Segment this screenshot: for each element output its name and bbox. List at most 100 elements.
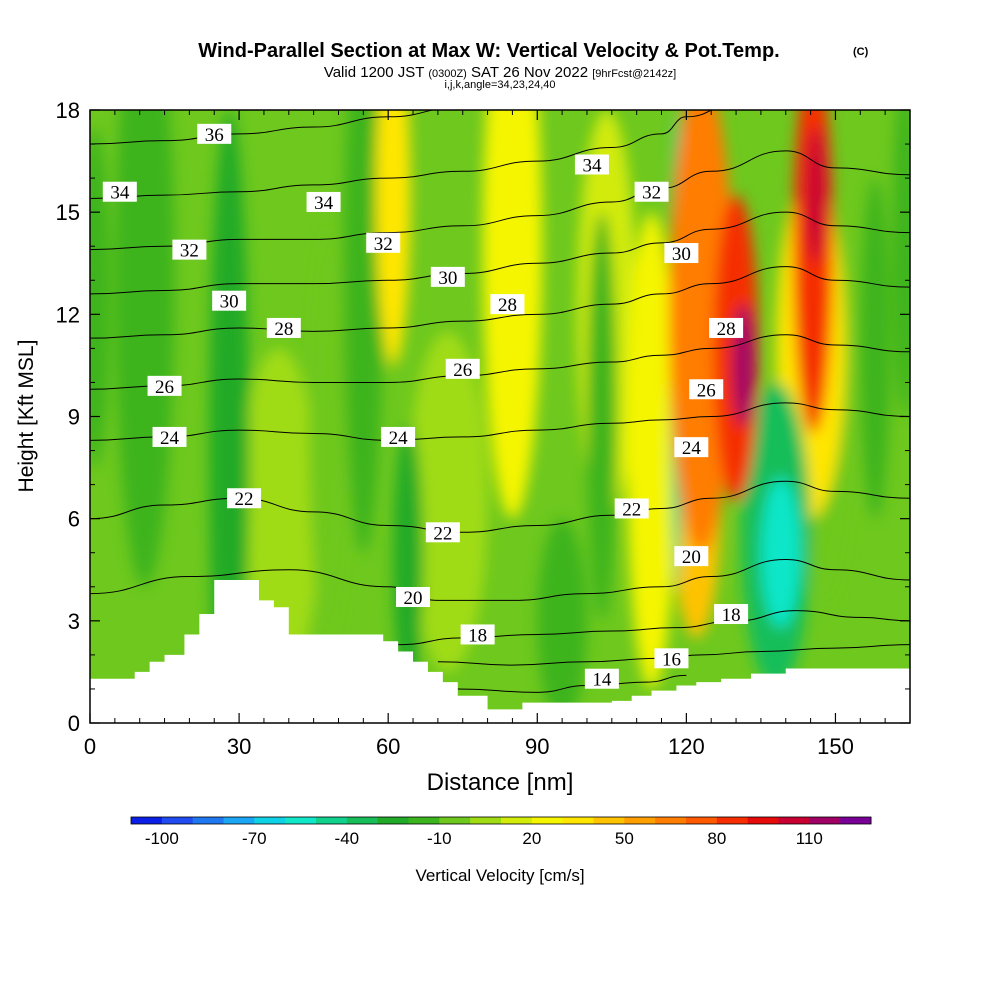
- contour-label-text: 20: [682, 547, 701, 568]
- x-axis-label: Distance [nm]: [427, 769, 574, 796]
- colorbar-swatch: [316, 817, 348, 824]
- isentrope-28: [90, 266, 910, 339]
- contour-label: 32: [634, 181, 669, 204]
- contour-label-text: 30: [220, 292, 239, 313]
- contour-label-text: 24: [160, 428, 180, 449]
- contour-label-box: [172, 239, 207, 260]
- grid-indices: i,j,k,angle=34,23,24,40: [444, 79, 555, 91]
- y-tick-label: 0: [68, 711, 80, 736]
- colorbar-swatch: [809, 817, 841, 824]
- contour-label-text: 22: [433, 523, 452, 544]
- colorbar-swatch: [254, 817, 286, 824]
- contour-label-text: 34: [110, 183, 130, 204]
- contour-label-box: [460, 624, 495, 645]
- contour-label-box: [584, 668, 619, 689]
- contour-label-box: [425, 522, 460, 543]
- velocity-cell: [408, 331, 488, 672]
- forecast-info: [9hrFcst@2142z]: [592, 68, 676, 80]
- colorbar-swatch: [470, 817, 502, 824]
- colorbar-tick-label: -40: [335, 829, 360, 848]
- contour-label-text: 18: [468, 625, 487, 646]
- contour-label-text: 32: [180, 241, 199, 262]
- contour-label: 18: [714, 604, 749, 626]
- colorbar-frame: [130, 816, 872, 825]
- terrain-fill: [90, 579, 910, 723]
- contour-label: 20: [396, 586, 431, 609]
- contour-label-text: 34: [582, 155, 602, 176]
- colorbar-swatch: [346, 817, 379, 824]
- contour-label-box: [366, 232, 401, 253]
- x-tick-label: 120: [668, 734, 705, 759]
- copyright-mark: (C): [853, 46, 869, 58]
- contour-label-text: 26: [453, 360, 472, 381]
- contour-label: 18: [460, 624, 495, 646]
- contour-label-text: 30: [438, 268, 457, 289]
- contour-label-box: [396, 586, 431, 607]
- contour-label-box: [445, 358, 480, 379]
- y-tick-label: 12: [56, 302, 80, 327]
- contour-labels: 36 34 34 34 32 32 32 30 30 30 28 28 28 26 26 26 24 24 24 22…: [102, 123, 749, 691]
- colorbar-tick-label: 110: [796, 829, 823, 848]
- contour-label-box: [654, 648, 689, 669]
- contour-label-box: [197, 123, 232, 144]
- contour-label: 22: [425, 522, 460, 544]
- contour-label-text: 16: [662, 649, 681, 670]
- contour-label: 34: [102, 181, 137, 204]
- velocity-cell: [393, 423, 423, 696]
- colorbar-tick-label: -70: [242, 829, 267, 848]
- colorbar-label: Vertical Velocity [cm/s]: [415, 866, 584, 885]
- x-tick-label: 0: [84, 734, 96, 759]
- x-tick-label: 30: [227, 734, 251, 759]
- contour-label-text: 36: [205, 125, 224, 146]
- contour-label-box: [212, 290, 247, 311]
- colorbar-tick-label: 50: [615, 829, 634, 848]
- contour-label: 14: [584, 668, 619, 691]
- valid-date: SAT 26 Nov 2022: [471, 64, 588, 81]
- colorbar-swatch: [501, 817, 533, 824]
- colorbar-swatch: [840, 817, 872, 824]
- colorbar-swatch: [593, 817, 625, 824]
- contour-label-text: 24: [682, 438, 702, 459]
- colorbar-swatch: [624, 817, 656, 824]
- colorbar-swatch: [686, 817, 718, 824]
- zulu-time: (0300Z): [428, 68, 467, 80]
- contour-label: 34: [306, 191, 341, 214]
- colorbar-swatch: [408, 817, 440, 824]
- contour-label-box: [689, 379, 724, 400]
- contour-label-text: 26: [155, 377, 174, 398]
- contour-label: 26: [689, 379, 724, 401]
- contour-label: 36: [197, 123, 232, 146]
- contour-label-box: [227, 488, 262, 509]
- contour-label-box: [147, 375, 182, 396]
- contour-label-box: [664, 243, 699, 264]
- velocity-cell: [482, 110, 543, 519]
- colorbar-swatch: [778, 817, 810, 824]
- contour-label-text: 22: [235, 489, 254, 510]
- contour-label-box: [574, 154, 609, 175]
- velocity-cell: [343, 110, 384, 553]
- colorbar-tick-label: 80: [707, 829, 726, 848]
- colorbar-swatch: [439, 817, 471, 824]
- isentrope-24: [90, 402, 910, 441]
- contour-label: 32: [366, 232, 401, 255]
- contour-label: 30: [664, 243, 699, 265]
- contour-label: 16: [654, 648, 689, 670]
- contour-label-box: [490, 294, 525, 315]
- colorbar-swatch: [747, 817, 779, 824]
- valid-time: Valid 1200 JST: [324, 64, 424, 81]
- isentrope-30: [90, 211, 910, 295]
- x-tick-label: 150: [817, 734, 854, 759]
- colorbar-swatch: [655, 817, 687, 824]
- contour-label-text: 30: [672, 244, 691, 265]
- y-axis-label: Height [Kft MSL]: [15, 340, 38, 493]
- contour-label-text: 32: [374, 234, 393, 255]
- contour-label-text: 24: [389, 428, 409, 449]
- terrain-mask: [90, 579, 910, 723]
- contour-label-text: 28: [274, 319, 293, 340]
- contour-label-box: [614, 498, 649, 519]
- colorbar-tick-label: -100: [145, 829, 179, 848]
- x-tick-label: 90: [525, 734, 549, 759]
- contour-label-box: [381, 426, 416, 447]
- contour-label-text: 28: [498, 295, 517, 316]
- contour-label-text: 14: [592, 670, 612, 691]
